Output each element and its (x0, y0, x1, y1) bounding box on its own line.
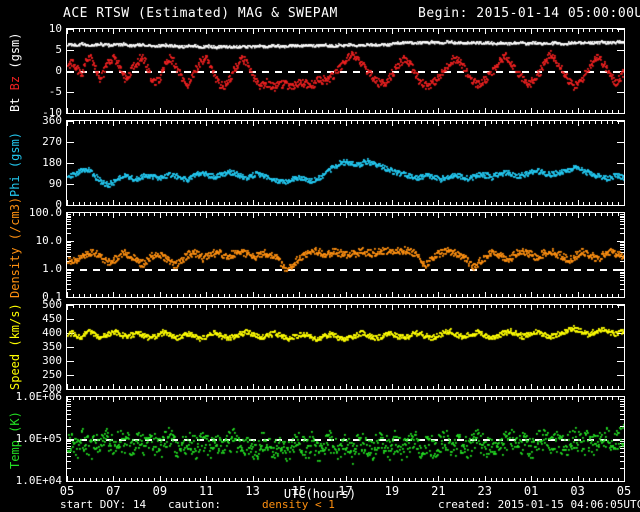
ytick-label: 5 (55, 43, 62, 56)
xtick-label: 01 (523, 484, 539, 498)
xtick-label: 11 (199, 484, 214, 498)
ytick-label: 1.0 (42, 262, 62, 275)
panel-speed (66, 304, 625, 390)
ytick-label: 180 (42, 156, 62, 169)
ytick-label: -10 (42, 106, 62, 119)
ytick-label: 450 (42, 312, 62, 325)
ytick-label: 500 (42, 298, 62, 311)
ytick-label: 10.0 (35, 234, 63, 247)
series-points-bt-bz (67, 29, 624, 113)
ytick-labels-speed: 500 450 400 350 300 250 200 (18, 0, 62, 512)
ytick-label: 200 (42, 382, 62, 395)
ytick-label: 250 (42, 368, 62, 381)
xtick-label: 09 (152, 484, 168, 498)
series-points-speed (67, 305, 624, 389)
panel-temp (66, 396, 625, 482)
footer-start-doy: start DOY: 14 (60, 498, 147, 511)
xtick-label: 17 (338, 484, 353, 498)
ytick-labels-temp: 1.0E+06 1.0E+05 1.0E+04 (15, 0, 62, 512)
footer-created: created: 2015-01-15 04:06:05UTC (438, 498, 640, 511)
xtick-label: 23 (477, 484, 492, 498)
ytick-label: -5 (48, 85, 62, 98)
ytick-label: 1.0E+05 (15, 432, 62, 445)
ytick-label: 10 (48, 22, 62, 35)
x-axis-label: UTC(hours) (283, 487, 357, 501)
ytick-label: 90 (48, 177, 62, 190)
panel-phi (66, 120, 625, 206)
ytick-label: 100.0 (28, 206, 62, 219)
xtick-label: 05 (59, 484, 75, 498)
ytick-labels-density: 100.0 10.0 1.0 0.1 (18, 0, 62, 512)
ytick-label: 400 (42, 326, 62, 339)
ytick-label: 0 (55, 198, 62, 211)
page-title: ACE RTSW (Estimated) MAG & SWEPAM (63, 6, 338, 21)
xtick-label: 15 (291, 484, 307, 498)
series-points-phi (67, 121, 624, 205)
series-points-density (67, 213, 624, 297)
xtick-label: 05 (616, 484, 632, 498)
ytick-label: 1.0E+04 (15, 474, 62, 487)
xtick-label: 13 (245, 484, 260, 498)
ytick-label: 360 (42, 114, 62, 127)
begin-timestamp: Begin: 2015-01-14 05:00:00UTC (418, 6, 640, 21)
xtick-label: 03 (570, 484, 585, 498)
series-points-temp (67, 397, 624, 481)
ytick-label: 0.1 (42, 290, 62, 303)
x-axis-ticks: 05 07 09 11 13 15 17 19 21 23 01 03 05 (60, 484, 631, 498)
xtick-label: 07 (106, 484, 121, 498)
ytick-label: 0 (55, 64, 62, 77)
footer-caution-label: caution: (168, 498, 221, 511)
ytick-label: 350 (42, 340, 62, 353)
ytick-labels-bt-bz: 10 5 0 -5 -10 (18, 0, 62, 512)
panel-bt-bz (66, 28, 625, 114)
panel-density (66, 212, 625, 298)
ytick-label: 1.0E+06 (15, 390, 62, 403)
ytick-label: 270 (42, 135, 62, 148)
ytick-label: 300 (42, 354, 62, 367)
ytick-labels-phi: 360 270 180 90 0 (18, 0, 62, 512)
xtick-label: 21 (431, 484, 446, 498)
footer-caution-value: density < 1 (262, 498, 335, 511)
xtick-label: 19 (384, 484, 400, 498)
